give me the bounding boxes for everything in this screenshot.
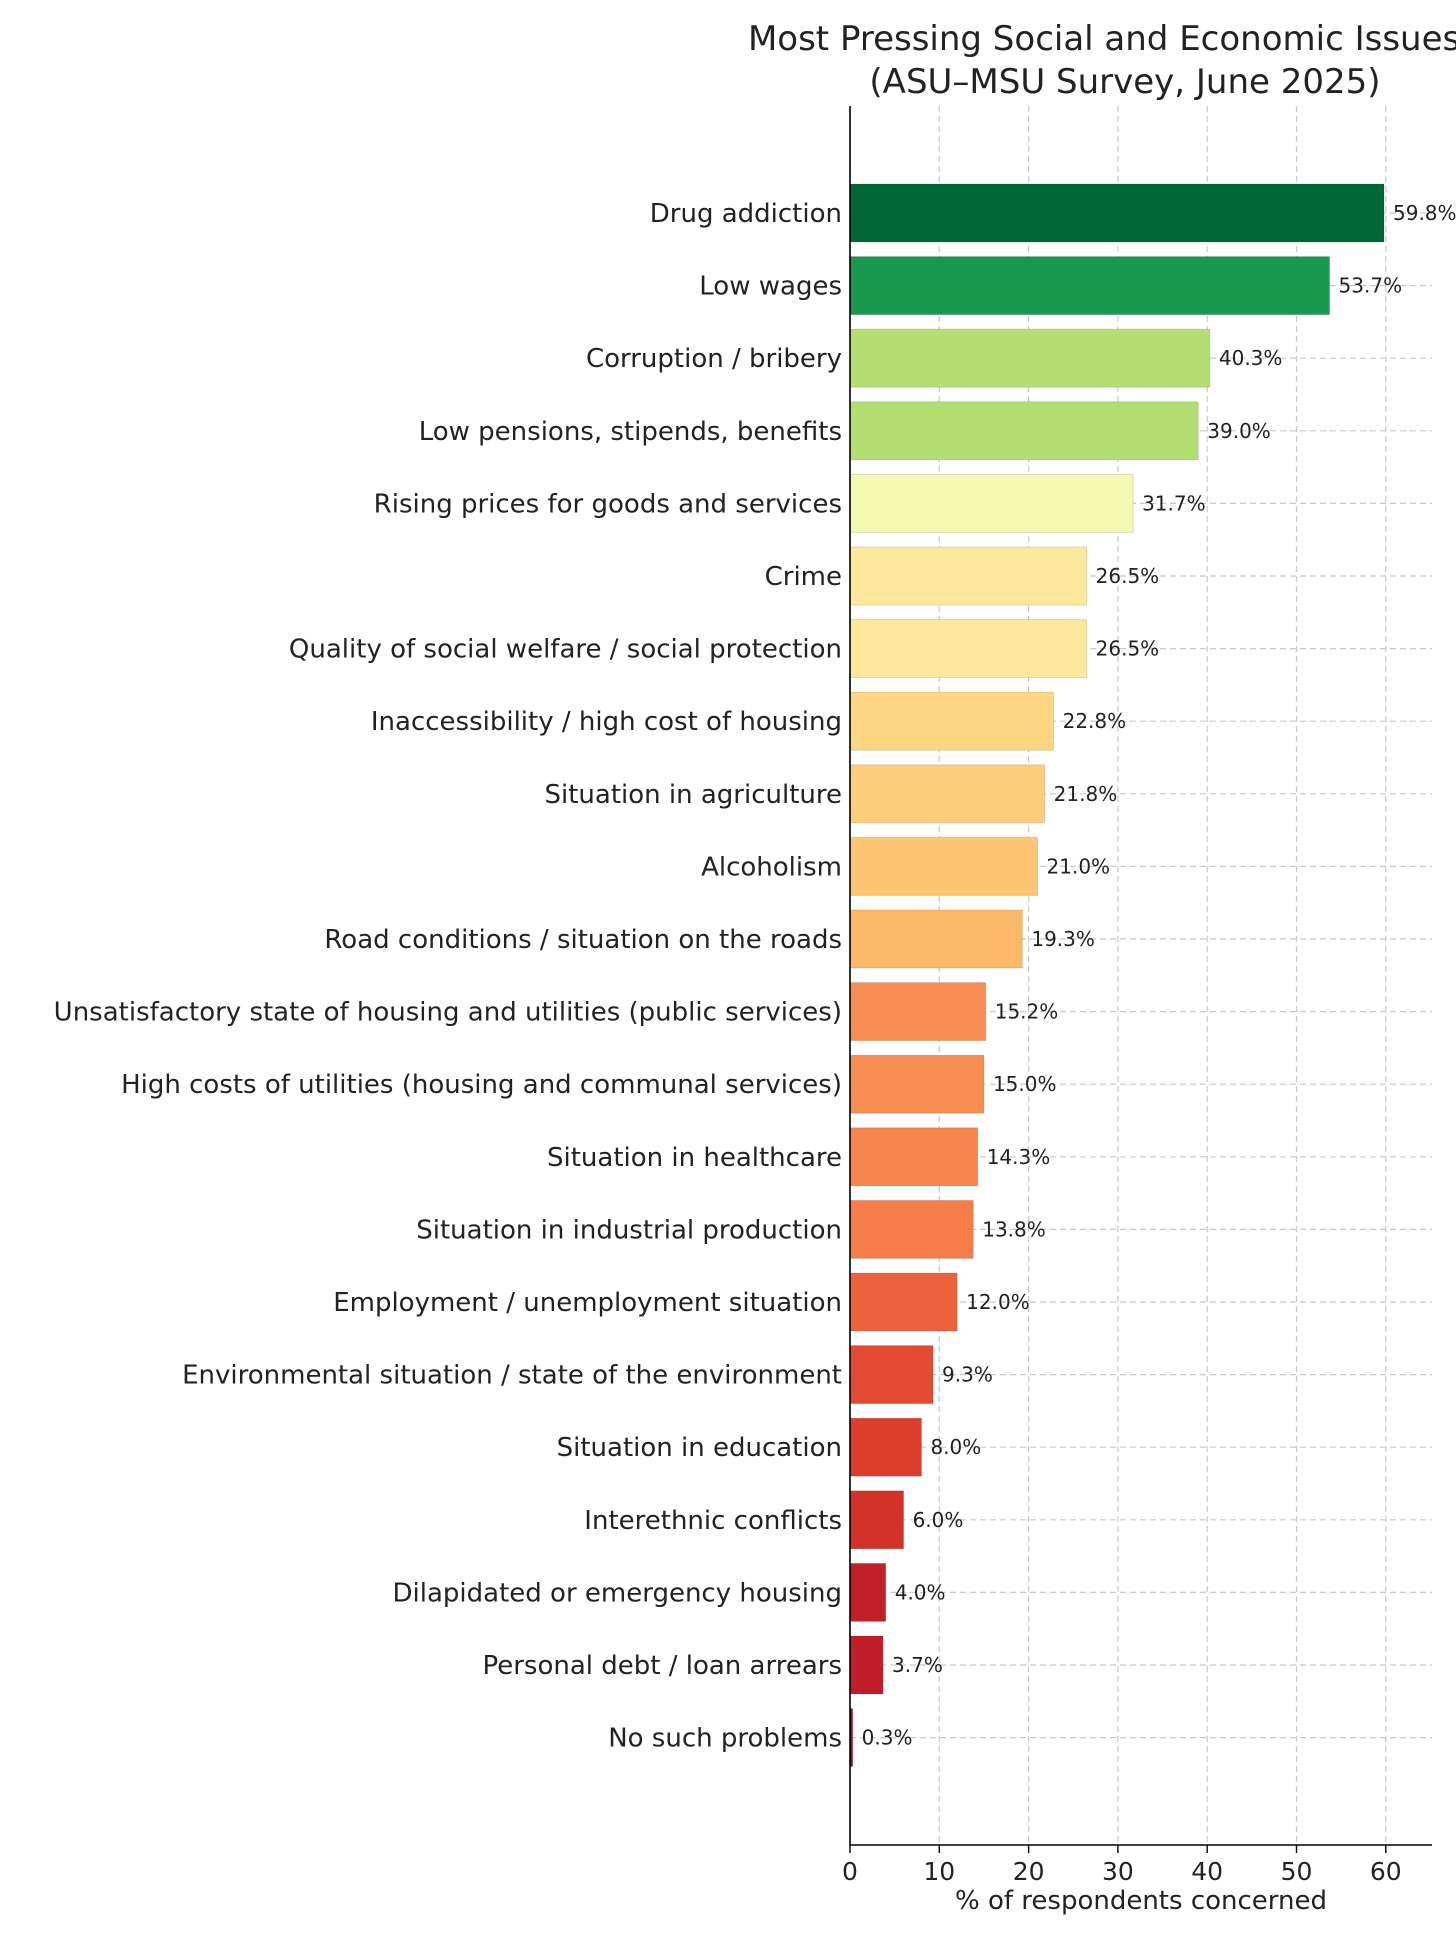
chart-title: Most Pressing Social and Economic Issues…	[748, 19, 1456, 59]
x-tick-label: 0	[842, 1857, 858, 1886]
bar	[849, 183, 1385, 243]
bar-value-label: 40.3%	[1219, 346, 1283, 370]
bar-value-label: 15.0%	[993, 1072, 1057, 1096]
x-axis-title: % of respondents concerned	[955, 1886, 1327, 1916]
bar-value-label: 22.8%	[1063, 709, 1127, 733]
category-label: Situation in industrial production	[416, 1215, 842, 1245]
category-label: Situation in healthcare	[547, 1143, 842, 1173]
bar	[849, 691, 1055, 751]
bar	[849, 1345, 934, 1405]
bar	[849, 1054, 985, 1114]
x-tick-label: 60	[1370, 1857, 1402, 1886]
bar-value-label: 26.5%	[1096, 564, 1160, 588]
bar	[849, 546, 1088, 606]
x-tick-label: 10	[923, 1857, 955, 1886]
category-label: Personal debt / loan arrears	[482, 1651, 842, 1681]
x-tick-label: 40	[1191, 1857, 1223, 1886]
bar-value-label: 6.0%	[913, 1508, 964, 1532]
bar-value-label: 9.3%	[942, 1363, 993, 1387]
category-label: Drug addiction	[650, 199, 842, 229]
bar	[849, 1490, 905, 1550]
category-label: Low pensions, stipends, benefits	[419, 417, 842, 447]
bar-value-label: 4.0%	[895, 1580, 946, 1604]
bar	[849, 1635, 884, 1695]
bar-value-label: 15.2%	[995, 1000, 1059, 1024]
bar-value-label: 13.8%	[982, 1217, 1046, 1241]
bar	[849, 1562, 887, 1622]
category-label: Environmental situation / state of the e…	[182, 1361, 842, 1391]
bar	[849, 1417, 922, 1477]
category-label: High costs of utilities (housing and com…	[121, 1070, 842, 1100]
bar	[849, 982, 987, 1042]
bars	[849, 183, 1385, 1768]
category-label: Crime	[765, 562, 842, 592]
bar	[849, 401, 1199, 461]
x-tick-label: 50	[1281, 1857, 1313, 1886]
category-label: Situation in agriculture	[544, 780, 842, 810]
category-label: Unsatisfactory state of housing and util…	[54, 998, 842, 1028]
bar-value-label: 39.0%	[1207, 419, 1271, 443]
category-label: Alcoholism	[701, 852, 842, 882]
bar-value-label: 59.8%	[1393, 201, 1456, 225]
bar	[849, 1199, 974, 1259]
bar	[849, 473, 1134, 533]
bar	[849, 909, 1023, 969]
bar-value-label: 19.3%	[1031, 927, 1095, 951]
category-label: Low wages	[699, 272, 842, 302]
bar	[849, 836, 1039, 896]
bar-value-label: 21.0%	[1047, 854, 1111, 878]
category-label: Employment / unemployment situation	[333, 1288, 842, 1318]
bar-value-label: 53.7%	[1339, 274, 1403, 298]
category-label: Interethnic conflicts	[584, 1506, 842, 1536]
category-label: No such problems	[608, 1724, 842, 1754]
bar-value-label: 31.7%	[1142, 491, 1206, 515]
bar	[849, 328, 1211, 388]
labels: 59.8% Drug addiction 53.7% Low wages 40.3% Co…	[54, 199, 1456, 1886]
bar	[849, 619, 1088, 679]
axes	[849, 106, 1432, 1853]
category-label: Road conditions / situation on the roads	[324, 925, 842, 955]
bar-value-label: 14.3%	[987, 1145, 1051, 1169]
category-label: Corruption / bribery	[586, 344, 842, 374]
category-label: Dilapidated or emergency housing	[393, 1578, 842, 1608]
bar	[849, 256, 1331, 316]
chart-subtitle: (ASU–MSU Survey, June 2025)	[869, 62, 1380, 102]
gridlines	[849, 106, 1432, 1845]
bar-value-label: 0.3%	[862, 1726, 913, 1750]
bar-value-label: 8.0%	[930, 1435, 981, 1459]
bar-value-label: 21.8%	[1054, 782, 1118, 806]
bar	[849, 1127, 979, 1187]
bar	[849, 1272, 958, 1332]
x-tick-label: 20	[1013, 1857, 1045, 1886]
category-label: Situation in education	[557, 1433, 842, 1463]
x-tick-label: 30	[1102, 1857, 1134, 1886]
bar-value-label: 12.0%	[966, 1290, 1030, 1314]
bar-value-label: 3.7%	[892, 1653, 943, 1677]
bar-value-label: 26.5%	[1096, 637, 1160, 661]
category-label: Quality of social welfare / social prote…	[289, 635, 842, 665]
bar	[849, 764, 1046, 824]
category-label: Rising prices for goods and services	[374, 489, 842, 519]
category-label: Inaccessibility / high cost of housing	[371, 707, 842, 737]
